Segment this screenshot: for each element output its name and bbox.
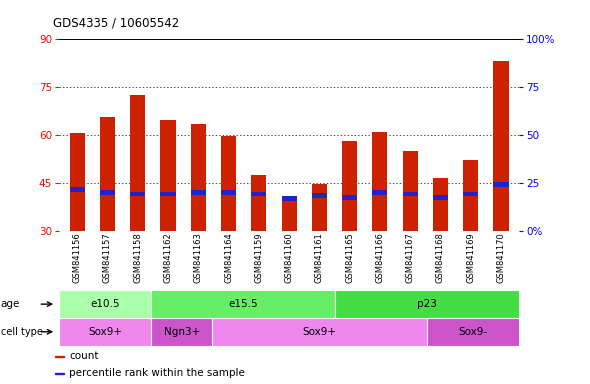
Text: p23: p23 — [417, 299, 437, 309]
Bar — [100, 190, 115, 195]
Text: age: age — [1, 299, 20, 309]
Text: GSM841160: GSM841160 — [284, 233, 294, 283]
Text: GSM841167: GSM841167 — [406, 233, 415, 283]
Bar — [312, 193, 327, 198]
Bar — [191, 190, 206, 195]
Text: GSM841157: GSM841157 — [103, 233, 112, 283]
Bar — [70, 187, 85, 192]
Bar — [251, 175, 267, 231]
Text: Ngn3+: Ngn3+ — [163, 327, 200, 337]
Bar — [70, 133, 85, 231]
Bar — [281, 197, 297, 231]
Text: Sox9-: Sox9- — [458, 327, 488, 337]
Text: GSM841168: GSM841168 — [436, 233, 445, 283]
Bar — [433, 178, 448, 231]
Bar — [463, 161, 478, 231]
Bar — [221, 136, 236, 231]
Bar — [372, 132, 388, 231]
Bar — [59, 318, 151, 346]
Text: GSM841166: GSM841166 — [375, 233, 385, 283]
Text: e15.5: e15.5 — [228, 299, 258, 309]
Bar — [221, 190, 236, 195]
Text: GSM841159: GSM841159 — [254, 233, 263, 283]
Bar — [463, 192, 478, 196]
Bar — [335, 290, 519, 318]
Bar — [433, 195, 448, 200]
Bar — [212, 318, 427, 346]
Bar — [191, 124, 206, 231]
Text: GSM841169: GSM841169 — [466, 233, 476, 283]
Bar — [130, 95, 145, 231]
Bar — [160, 192, 176, 196]
Bar — [130, 192, 145, 196]
Text: count: count — [70, 351, 99, 361]
Bar — [100, 117, 115, 231]
Text: Sox9+: Sox9+ — [303, 327, 337, 337]
Text: GSM841165: GSM841165 — [345, 233, 354, 283]
Bar — [151, 290, 335, 318]
Text: GSM841161: GSM841161 — [315, 233, 324, 283]
Bar — [251, 192, 267, 196]
Bar — [342, 141, 357, 231]
Text: GSM841158: GSM841158 — [133, 233, 142, 283]
Text: Sox9+: Sox9+ — [88, 327, 122, 337]
Bar — [493, 61, 509, 231]
Text: GSM841156: GSM841156 — [73, 233, 81, 283]
Text: GSM841164: GSM841164 — [224, 233, 233, 283]
Bar — [55, 356, 64, 357]
Text: GSM841170: GSM841170 — [497, 233, 506, 283]
Bar — [281, 196, 297, 201]
Bar — [151, 318, 212, 346]
Text: e10.5: e10.5 — [90, 299, 120, 309]
Text: percentile rank within the sample: percentile rank within the sample — [70, 368, 245, 378]
Text: GSM841163: GSM841163 — [194, 233, 203, 283]
Bar — [427, 318, 519, 346]
Bar — [342, 195, 357, 200]
Bar — [493, 182, 509, 187]
Text: GSM841162: GSM841162 — [163, 233, 172, 283]
Bar — [402, 151, 418, 231]
Bar — [160, 121, 176, 231]
Text: GDS4335 / 10605542: GDS4335 / 10605542 — [53, 16, 179, 29]
Bar — [372, 190, 388, 195]
Bar — [402, 192, 418, 196]
Bar — [312, 184, 327, 231]
Bar — [55, 373, 64, 374]
Bar — [59, 290, 151, 318]
Text: cell type: cell type — [1, 327, 42, 337]
